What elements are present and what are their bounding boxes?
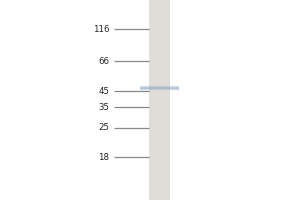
Text: 45: 45 (98, 86, 110, 96)
Text: 35: 35 (98, 102, 110, 112)
Text: 66: 66 (98, 56, 110, 66)
Bar (148, 0, 170, 200)
Text: 25: 25 (98, 123, 110, 132)
Text: 116: 116 (93, 24, 110, 33)
Text: 18: 18 (98, 152, 110, 162)
